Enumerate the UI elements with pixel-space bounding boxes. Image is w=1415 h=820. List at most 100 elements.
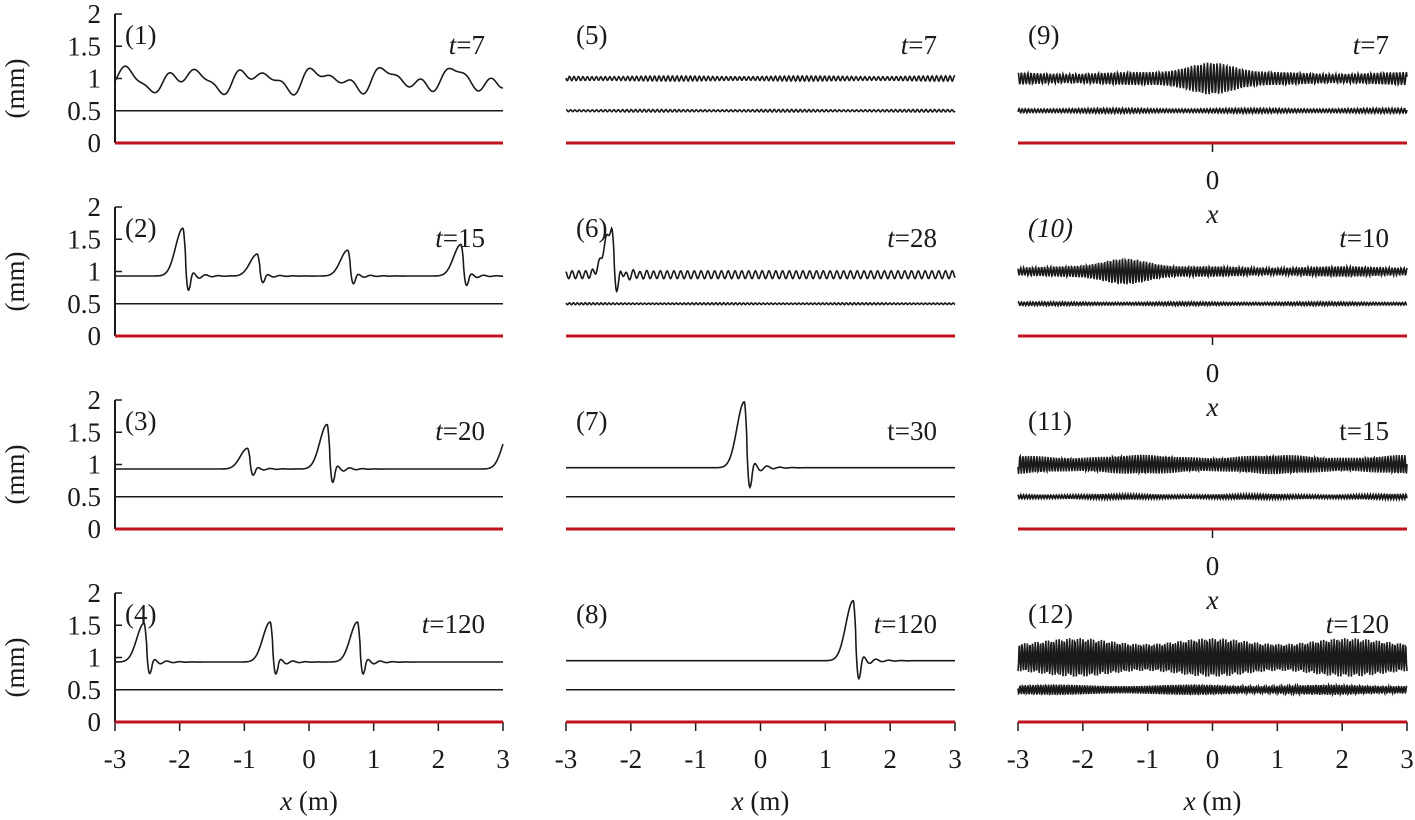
y-tick-label: 2 <box>88 578 102 608</box>
x-tick-label: 2 <box>432 744 446 774</box>
time-var: t <box>1339 223 1348 253</box>
panel-label: (8) <box>576 599 607 629</box>
panel-label: (2) <box>125 213 156 243</box>
panel-label: (1) <box>125 20 156 50</box>
y-tick-label: 1 <box>88 643 102 673</box>
time-label: t=20 <box>435 416 485 446</box>
panel-10: 0 x (10) t=10 <box>1017 213 1408 422</box>
y-tick-label: 0 <box>88 128 102 158</box>
lower-interface-curve <box>1017 105 1408 116</box>
y-tick-label: 1 <box>88 64 102 94</box>
y-tick-label: 2 <box>88 0 102 29</box>
y-tick-label: 2 <box>88 385 102 415</box>
panel-4: 00.511.52(mm)-3 -2 -1 0 1 2 3x (m)(4) t=120 <box>0 578 510 816</box>
x-tick-label: 3 <box>948 744 962 774</box>
x-tick-label: 2 <box>1335 744 1349 774</box>
time-var: t <box>435 223 444 253</box>
x-tick-label: 0 <box>1206 165 1220 195</box>
time-label: t=28 <box>887 223 937 253</box>
time-label: t=7 <box>449 30 485 60</box>
y-axis-label: (mm) <box>0 59 30 119</box>
x-axis-label: x <box>1206 392 1219 422</box>
x-tick-label: -2 <box>1072 744 1095 774</box>
x-tick-label: 3 <box>496 744 510 774</box>
upper-interface-curve <box>114 65 504 96</box>
time-label: t=7 <box>901 30 937 60</box>
time-var: t <box>1326 609 1335 639</box>
y-tick-label: 0 <box>88 707 102 737</box>
x-tick-label: 0 <box>1206 744 1220 774</box>
time-var: t <box>887 416 895 446</box>
panel-2: 00.511.52 (mm) (2) t=15 <box>0 192 503 351</box>
lower-interface-curve <box>1017 491 1408 503</box>
y-tick-label: 0 <box>88 514 102 544</box>
lower-interface-curve <box>565 108 956 114</box>
time-value: =7 <box>908 30 937 60</box>
y-tick-label: 0.5 <box>67 96 101 126</box>
panel-label: (5) <box>576 20 607 50</box>
time-label: t=10 <box>1339 223 1389 253</box>
panel-11: 0 x (11) t=15 <box>1017 406 1408 615</box>
time-label: t=120 <box>874 609 937 639</box>
x-axis-label: x <box>1206 585 1219 615</box>
time-label: t=120 <box>422 609 485 639</box>
time-label: t=15 <box>1339 416 1389 446</box>
x-tick-label: -1 <box>684 744 707 774</box>
panel-5: (5) t=7 <box>565 20 956 145</box>
x-axis-var: x <box>1183 786 1196 816</box>
time-value: =28 <box>895 223 937 253</box>
x-axis-label: x (m) <box>279 786 338 816</box>
y-tick-label: 0.5 <box>67 675 101 705</box>
time-var: t <box>422 609 431 639</box>
time-value: =120 <box>1333 609 1389 639</box>
x-tick-label: -2 <box>620 744 643 774</box>
x-tick-label: 2 <box>883 744 897 774</box>
upper-interface-curve <box>565 74 956 83</box>
x-axis-label: x (m) <box>731 786 790 816</box>
time-value: =120 <box>429 609 485 639</box>
x-tick-label: -2 <box>168 744 191 774</box>
y-tick-label: 0.5 <box>67 289 101 319</box>
panel-6: (6) t=28 <box>565 213 956 338</box>
x-tick-label: 1 <box>367 744 381 774</box>
y-tick-label: 1 <box>88 257 102 287</box>
x-axis-label: x <box>1206 199 1219 229</box>
x-axis-unit: (m) <box>292 786 338 816</box>
x-axis-unit: (m) <box>744 786 790 816</box>
y-tick-label: 1.5 <box>67 610 101 640</box>
x-tick-label: 0 <box>1206 551 1220 581</box>
panel-label: (10) <box>1028 213 1073 243</box>
panel-7: (7) t=30 <box>566 401 955 531</box>
x-tick-label: 1 <box>1271 744 1285 774</box>
y-tick-label: 0.5 <box>67 482 101 512</box>
panel-label: (7) <box>576 406 607 436</box>
y-axis-label: (mm) <box>0 638 30 698</box>
upper-interface-curve <box>115 423 504 484</box>
time-var: t <box>435 416 444 446</box>
upper-interface-curve <box>1017 257 1408 285</box>
time-var: t <box>901 30 910 60</box>
time-label: t=120 <box>1326 609 1389 639</box>
time-var: t <box>874 609 883 639</box>
panel-label: (3) <box>125 406 156 436</box>
time-value: =7 <box>456 30 485 60</box>
y-tick-label: 1.5 <box>67 224 101 254</box>
y-axis-label: (mm) <box>0 445 30 505</box>
x-tick-label: -3 <box>104 744 127 774</box>
x-axis-unit: (m) <box>1196 786 1242 816</box>
time-value: =7 <box>1360 30 1389 60</box>
time-label: t=30 <box>887 416 937 446</box>
upper-interface-curve <box>565 226 956 294</box>
panel-label: (12) <box>1028 599 1073 629</box>
y-axis-label: (mm) <box>0 252 30 312</box>
time-value: =30 <box>895 416 937 446</box>
upper-interface-curve <box>566 401 955 490</box>
time-var: t <box>887 223 896 253</box>
panel-label: (9) <box>1028 20 1059 50</box>
x-tick-label: -3 <box>555 744 578 774</box>
y-tick-label: 1.5 <box>67 31 101 61</box>
panel-9: 0 x (9) t=7 <box>1017 20 1408 229</box>
x-axis-var: x <box>279 786 292 816</box>
x-tick-label: -1 <box>233 744 256 774</box>
panel-12: -3 -2 -1 0 1 2 3 x (m) (12) t=120 <box>1007 599 1414 816</box>
